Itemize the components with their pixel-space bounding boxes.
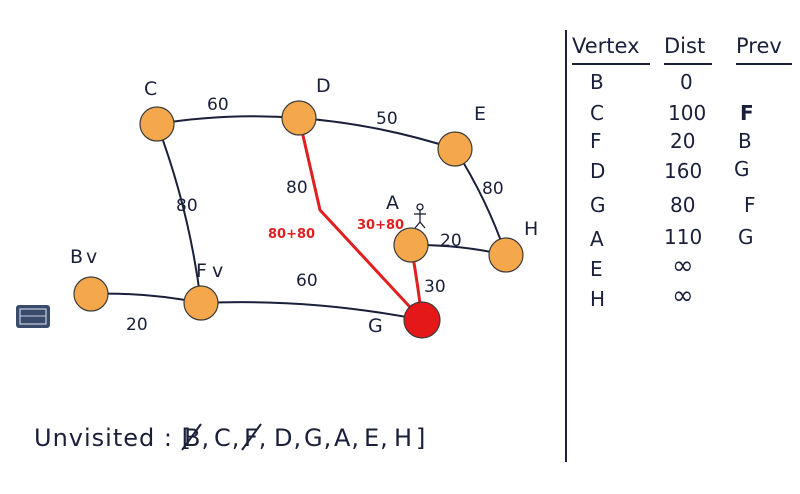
unvisited-prefix: Unvisited : [ — [34, 424, 192, 452]
row-vertex: A — [590, 227, 604, 251]
row-dist: 80 — [670, 193, 695, 217]
vertex-label-B: B — [70, 246, 83, 268]
vertex-node-F — [183, 285, 219, 321]
vertex-check-B: v — [86, 246, 97, 268]
weight-C-F: 80 — [176, 196, 198, 216]
unvisited-item: D, — [274, 424, 302, 452]
vertex-label-G: G — [368, 315, 383, 337]
row-vertex: E — [590, 257, 603, 281]
row-vertex: F — [590, 129, 602, 153]
row-vertex: D — [590, 159, 605, 183]
row-vertex: B — [590, 70, 604, 94]
row-prev: F — [744, 193, 756, 217]
weight-D-G: 80 — [286, 178, 308, 198]
note-A-G: 30+80 — [357, 218, 404, 233]
table-headers: Vertex Dist Prev — [572, 34, 782, 58]
edge-D-E — [298, 117, 456, 150]
table-rows: B 0 C 100 F F 20 B D 160 G G 80 F A 110 … — [590, 70, 756, 311]
vertex-node-B — [73, 276, 109, 312]
vertex-labels: B v C F v D E A H G — [70, 75, 538, 337]
unvisited-list: Unvisited : [ B, C, F, D, G, A, E, H] — [34, 423, 426, 452]
unvisited-item: H — [394, 424, 413, 452]
unvisited-item: E, — [364, 424, 389, 452]
vertex-label-D: D — [316, 75, 331, 97]
row-vertex: C — [590, 101, 604, 125]
vertex-label-H: H — [524, 218, 538, 240]
row-dist: 20 — [670, 129, 695, 153]
vertex-check-F: v — [212, 260, 223, 282]
row-dist: 100 — [668, 101, 706, 125]
weight-F-G: 60 — [296, 271, 318, 291]
strike-mark — [181, 423, 202, 451]
weight-C-D: 60 — [207, 95, 229, 115]
row-dist: ∞ — [672, 251, 694, 281]
vertex-label-F: F — [196, 260, 207, 282]
row-vertex: G — [590, 193, 606, 217]
weight-E-H: 80 — [482, 179, 504, 199]
row-prev: F — [740, 101, 754, 125]
vertex-node-A — [393, 227, 429, 263]
vertex-label-C: C — [144, 78, 157, 100]
note-D-G: 80+80 — [268, 227, 315, 242]
vertex-node-G — [403, 301, 441, 339]
vertex-node-D — [281, 100, 317, 136]
edge-C-F — [156, 123, 202, 304]
row-vertex: H — [590, 287, 605, 311]
row-prev: G — [738, 225, 754, 249]
edge-F-G — [200, 301, 423, 321]
row-prev: B — [738, 129, 752, 153]
row-dist: 110 — [664, 225, 702, 249]
row-dist: 160 — [664, 159, 702, 183]
unvisited-item: F, — [244, 424, 267, 452]
header-dist: Dist — [664, 34, 705, 58]
unvisited-suffix: ] — [416, 424, 426, 452]
header-vertex: Vertex — [572, 34, 640, 58]
unvisited-item: G, — [304, 424, 332, 452]
weight-A-G: 30 — [424, 277, 446, 297]
unvisited-item: A, — [334, 424, 360, 452]
row-dist: ∞ — [672, 281, 694, 311]
unvisited-items: B, C, F, D, G, A, E, H] — [181, 423, 426, 452]
unvisited-item: C, — [214, 424, 240, 452]
row-prev: G — [734, 157, 750, 181]
vertex-node-H — [488, 237, 524, 273]
weight-D-E: 50 — [376, 109, 398, 129]
edge-E-H — [454, 148, 507, 256]
vertex-node-C — [139, 106, 175, 142]
weight-A-H: 20 — [440, 231, 462, 251]
weight-B-F: 20 — [126, 315, 148, 335]
vertex-label-E: E — [474, 103, 486, 125]
stick-figure-doodle — [414, 203, 426, 229]
vertex-node-E — [437, 131, 473, 167]
eraser-icon — [16, 305, 50, 328]
strike-mark — [241, 423, 262, 451]
header-prev: Prev — [736, 34, 782, 58]
edge-weights: 60 50 80 80 20 20 60 80 30 80+80 30+80 — [126, 95, 504, 335]
edge-C-D — [156, 115, 300, 125]
row-dist: 0 — [680, 70, 693, 94]
graph-nodes — [73, 100, 524, 339]
vertex-label-A: A — [386, 192, 399, 214]
edge-D-G — [297, 116, 424, 322]
